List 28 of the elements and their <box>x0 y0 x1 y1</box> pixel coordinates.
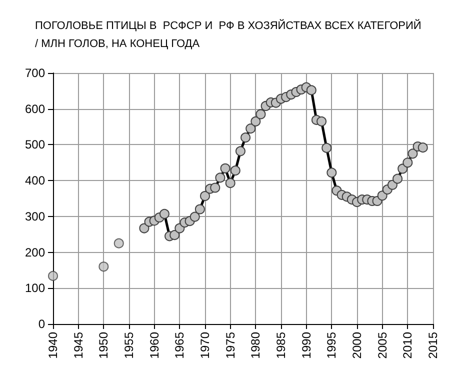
point <box>98 262 109 272</box>
x-tick-label: 1955 <box>122 332 136 359</box>
x-tick-label: 1940 <box>46 332 60 359</box>
point <box>114 238 124 248</box>
y-tick-label: 500 <box>24 138 46 152</box>
x-tick-label: 2010 <box>400 332 415 359</box>
x-tick-label: 1965 <box>172 332 187 359</box>
x-tick-label: 1950 <box>96 332 111 359</box>
x-tick-label: 2000 <box>350 332 364 359</box>
x-tick-label: 2015 <box>426 332 440 359</box>
x-tick-label: 1960 <box>147 332 162 359</box>
point <box>48 270 58 281</box>
x-tick-label: 1975 <box>223 332 238 359</box>
y-tick-label: 400 <box>24 174 46 188</box>
x-tick-label: 1990 <box>299 332 314 359</box>
x-tick-label: 1970 <box>198 332 212 359</box>
y-tick-label: 100 <box>24 281 46 296</box>
x-tick-label: 1980 <box>248 332 263 359</box>
chart-title: ПОГОЛОВЬЕ ПТИЦЫ В РСФСР И РФ В ХОЗЯЙСТВАХ ВСЕХ КАТЕГОРИЙ / МЛН ГОЛОВ, НА КОНЕЦ ГОДА <box>35 19 422 50</box>
x-tick-label: 2005 <box>375 332 390 359</box>
x-tick-label: 1985 <box>274 332 288 359</box>
x-tick-label: 1945 <box>71 332 86 359</box>
y-tick-label: 200 <box>24 245 46 260</box>
x-tick-label: 1995 <box>324 332 339 359</box>
y-tick-label: 600 <box>24 102 46 116</box>
y-tick-label: 700 <box>24 66 46 80</box>
y-tick-label: 300 <box>24 209 46 224</box>
y-tick-label: 0 <box>38 317 46 331</box>
